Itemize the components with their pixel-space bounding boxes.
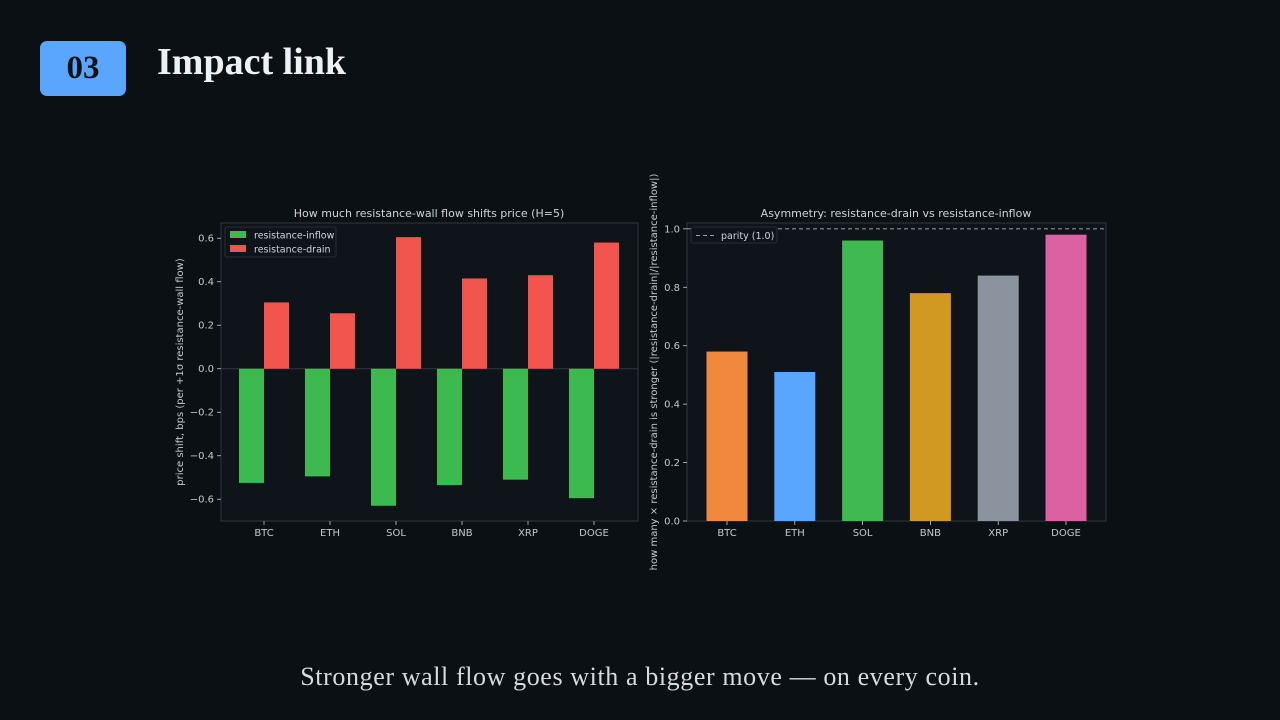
ytick-label: 0.6 bbox=[664, 341, 680, 352]
ytick-label: 0.0 bbox=[198, 364, 214, 375]
legend-label-inflow: resistance-inflow bbox=[254, 231, 335, 242]
ytick-label: −0.6 bbox=[190, 495, 214, 506]
ytick-label: 0.6 bbox=[198, 234, 214, 245]
impact-chart-xaxis: BTC ETH SOL BNB XRP DOGE bbox=[254, 521, 609, 539]
legend-swatch-drain bbox=[230, 245, 246, 252]
xtick-label-sol: SOL bbox=[386, 528, 406, 539]
ytick-label: 0.8 bbox=[664, 283, 680, 294]
xtick-label-doge: DOGE bbox=[1051, 528, 1081, 539]
asymmetry-chart-legend: parity (1.0) bbox=[690, 226, 778, 244]
ytick-label: 0.4 bbox=[664, 400, 680, 411]
bar-resistance-drain-doge bbox=[594, 242, 619, 369]
impact-chart: How much resistance-wall flow shifts pri… bbox=[175, 207, 639, 539]
bar-resistance-inflow-btc bbox=[239, 368, 264, 483]
bar-resistance-drain-btc bbox=[264, 302, 289, 369]
asymmetry-chart-xaxis: BTC ETH SOL BNB XRP DOGE bbox=[717, 521, 1081, 539]
xtick-label-btc: BTC bbox=[254, 528, 273, 539]
bar-resistance-inflow-bnb bbox=[437, 368, 462, 486]
impact-chart-title: How much resistance-wall flow shifts pri… bbox=[294, 207, 565, 220]
bar-resistance-inflow-xrp bbox=[503, 368, 528, 480]
bar-asymmetry-bnb bbox=[909, 293, 951, 521]
xtick-label-xrp: XRP bbox=[988, 528, 1008, 539]
legend-label-drain: resistance-drain bbox=[254, 245, 331, 256]
ytick-label: −0.2 bbox=[190, 408, 214, 419]
bar-resistance-drain-bnb bbox=[462, 278, 487, 369]
slide-title: Impact link bbox=[157, 41, 346, 83]
bar-asymmetry-xrp bbox=[977, 275, 1019, 521]
xtick-label-eth: ETH bbox=[785, 528, 805, 539]
asymmetry-chart-yaxis: 0.0 0.2 0.4 0.6 0.8 1.0 bbox=[664, 224, 687, 528]
impact-chart-legend: resistance-inflow resistance-drain bbox=[224, 226, 337, 258]
impact-chart-ylabel: price shift, bps (per +1σ resistance-wal… bbox=[175, 258, 186, 486]
bar-asymmetry-doge bbox=[1045, 234, 1087, 521]
slide-number-badge: 03 bbox=[40, 41, 126, 96]
ytick-label: 0.4 bbox=[198, 277, 214, 288]
slide-caption: Stronger wall flow goes with a bigger mo… bbox=[300, 662, 980, 691]
asymmetry-chart: Asymmetry: resistance-drain vs resistanc… bbox=[649, 174, 1107, 571]
bar-resistance-drain-eth bbox=[330, 313, 355, 369]
bar-resistance-inflow-eth bbox=[305, 368, 330, 477]
legend-box-parity bbox=[690, 226, 778, 244]
bar-resistance-inflow-doge bbox=[569, 368, 594, 499]
impact-chart-bars bbox=[239, 237, 619, 506]
xtick-label-eth: ETH bbox=[320, 528, 340, 539]
asymmetry-chart-ylabel: how many × resistance-drain is stronger … bbox=[649, 174, 660, 571]
xtick-label-btc: BTC bbox=[717, 528, 736, 539]
asymmetry-chart-frame bbox=[686, 222, 1107, 522]
ytick-label: 0.0 bbox=[664, 517, 680, 528]
xtick-label-sol: SOL bbox=[853, 528, 873, 539]
ytick-label: 1.0 bbox=[664, 224, 680, 235]
xtick-label-xrp: XRP bbox=[518, 528, 538, 539]
bar-asymmetry-eth bbox=[774, 372, 816, 521]
legend-swatch-inflow bbox=[230, 231, 246, 238]
bar-asymmetry-sol bbox=[842, 240, 884, 521]
xtick-label-doge: DOGE bbox=[579, 528, 609, 539]
ytick-label: 0.2 bbox=[198, 321, 214, 332]
bar-resistance-drain-xrp bbox=[528, 275, 553, 369]
asymmetry-chart-title: Asymmetry: resistance-drain vs resistanc… bbox=[761, 207, 1032, 220]
impact-chart-yaxis: −0.6 −0.4 −0.2 0.0 0.2 0.4 0.6 bbox=[190, 234, 221, 506]
xtick-label-bnb: BNB bbox=[451, 528, 472, 539]
legend-box bbox=[224, 226, 337, 258]
bar-resistance-inflow-sol bbox=[371, 368, 396, 506]
xtick-label-bnb: BNB bbox=[920, 528, 941, 539]
impact-chart-frame bbox=[220, 222, 639, 522]
bar-resistance-drain-sol bbox=[396, 237, 421, 369]
ytick-label: −0.4 bbox=[190, 451, 214, 462]
ytick-label: 0.2 bbox=[664, 458, 680, 469]
asymmetry-chart-bars bbox=[706, 234, 1087, 521]
bar-asymmetry-btc bbox=[706, 351, 748, 521]
legend-label-parity: parity (1.0) bbox=[721, 231, 774, 242]
